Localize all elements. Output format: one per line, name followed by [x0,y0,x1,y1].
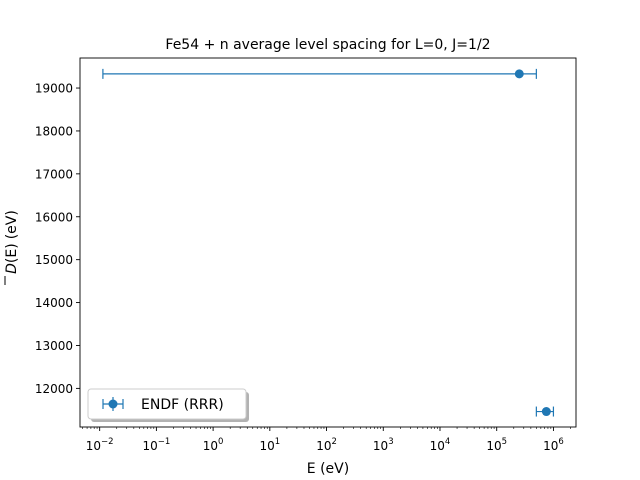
x-axis: 10−2 10−1 100 101 102 103 104 105 106 [82,427,571,453]
y-tick-label: 18000 [35,124,73,138]
y-tick-label: 16000 [35,210,73,224]
y-axis-label-unit: (eV) [4,210,20,239]
y-axis-label-arg: (E) [4,243,20,263]
legend-marker [102,397,124,411]
legend-point [108,399,118,409]
x-tick-label: 104 [430,437,451,453]
chart-title: Fe54 + n average level spacing for L=0, … [165,37,490,53]
x-tick-label: 102 [316,437,337,453]
plot-area [79,57,577,428]
y-tick-label: 19000 [35,82,73,96]
legend-label: ENDF (RRR) [141,397,224,413]
x-tick-label: 101 [259,437,280,453]
data-point [541,407,551,417]
y-tick-label: 14000 [35,296,73,310]
y-tick-label: 15000 [35,253,73,267]
y-tick-label: 12000 [35,382,73,396]
y-tick-label: 13000 [35,339,73,353]
x-tick-label: 100 [203,437,224,453]
x-tick-label: 10−2 [86,437,114,453]
y-tick-label: 17000 [35,167,73,181]
data-point [514,69,524,79]
svg-text:D(E)(eV): D(E) (eV) [4,210,20,274]
x-tick-label: 10−1 [142,437,170,453]
x-tick-label: 105 [486,437,507,453]
data-series [102,68,555,417]
y-axis-label-symbol: D [4,263,20,274]
y-axis: 12000 13000 14000 15000 16000 17000 18000 19000 [35,82,80,396]
y-axis-label: D(E) (eV) [4,210,20,285]
legend: ENDF (RRR) [87,388,249,422]
x-axis-label: E (eV) [307,461,349,477]
x-tick-label: 103 [373,437,394,453]
legend-box [87,388,247,420]
x-tick-label: 106 [543,437,564,453]
